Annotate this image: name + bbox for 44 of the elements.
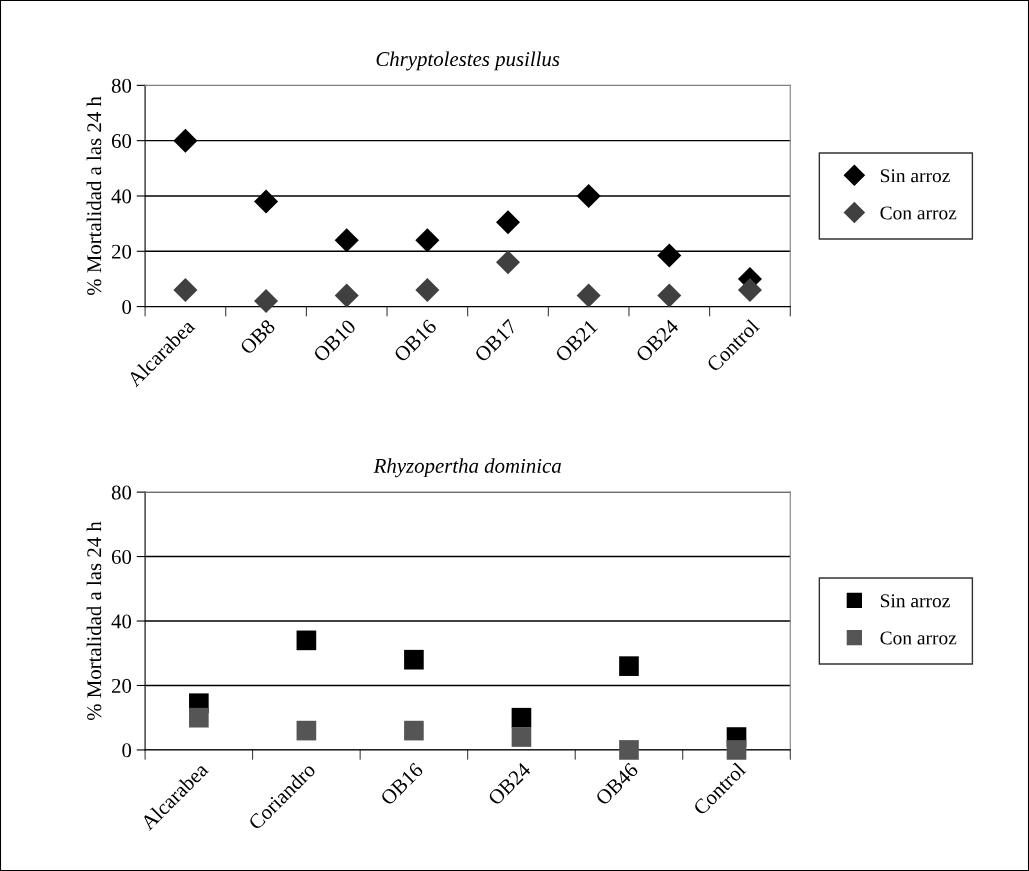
point [576, 283, 601, 308]
point [296, 630, 317, 651]
point [404, 649, 424, 670]
x-tick-label: OB8 [239, 318, 276, 356]
point [619, 740, 639, 760]
y-tick-label: 20 [111, 244, 132, 259]
point [173, 128, 198, 153]
y-tick-label: 80 [111, 78, 132, 93]
chart-title: Chryptolestes pusillus [376, 51, 560, 71]
point [495, 250, 521, 275]
point [404, 720, 424, 741]
y-axis-title: % Mortalidad a las 24 h [86, 96, 102, 296]
legend-label: Sin arroz [880, 594, 950, 608]
point [619, 656, 639, 676]
point [657, 243, 682, 268]
legend-label: Con arroz [880, 206, 957, 220]
legend-label: Con arroz [880, 631, 957, 645]
y-tick-label: 0 [122, 299, 132, 315]
point [495, 210, 521, 235]
point [296, 720, 317, 741]
y-axis-title: % Mortalidad a las 24 h [86, 521, 102, 721]
point [737, 277, 762, 303]
y-tick-label: 60 [111, 549, 132, 564]
chart-title: Rhyzopertha dominica [373, 458, 561, 478]
y-tick-label: 80 [111, 485, 132, 500]
y-tick-label: 40 [111, 189, 132, 204]
point [576, 183, 601, 208]
legend-label: Sin arroz [880, 169, 950, 183]
point [726, 740, 747, 760]
y-tick-label: 40 [111, 614, 132, 629]
point [173, 277, 198, 303]
point [189, 707, 209, 728]
point [334, 283, 359, 308]
y-tick-label: 0 [122, 743, 132, 758]
point [511, 727, 532, 747]
point [254, 289, 279, 314]
point [657, 283, 682, 308]
y-tick-label: 60 [111, 134, 132, 149]
point [415, 277, 440, 303]
point [334, 228, 359, 253]
point [415, 228, 440, 253]
point [511, 707, 532, 728]
y-tick-label: 20 [111, 678, 132, 693]
point [254, 189, 279, 214]
